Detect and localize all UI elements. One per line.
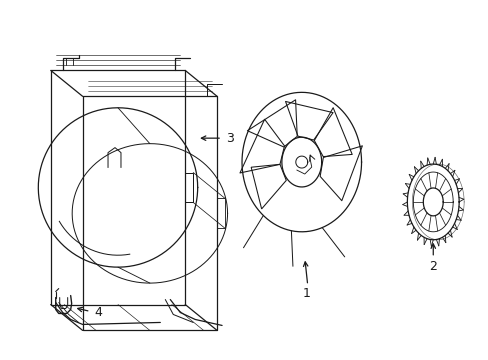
Text: 4: 4 (94, 306, 102, 319)
Text: 1: 1 (302, 287, 310, 300)
Text: 2: 2 (428, 260, 436, 273)
Text: 3: 3 (225, 132, 233, 145)
